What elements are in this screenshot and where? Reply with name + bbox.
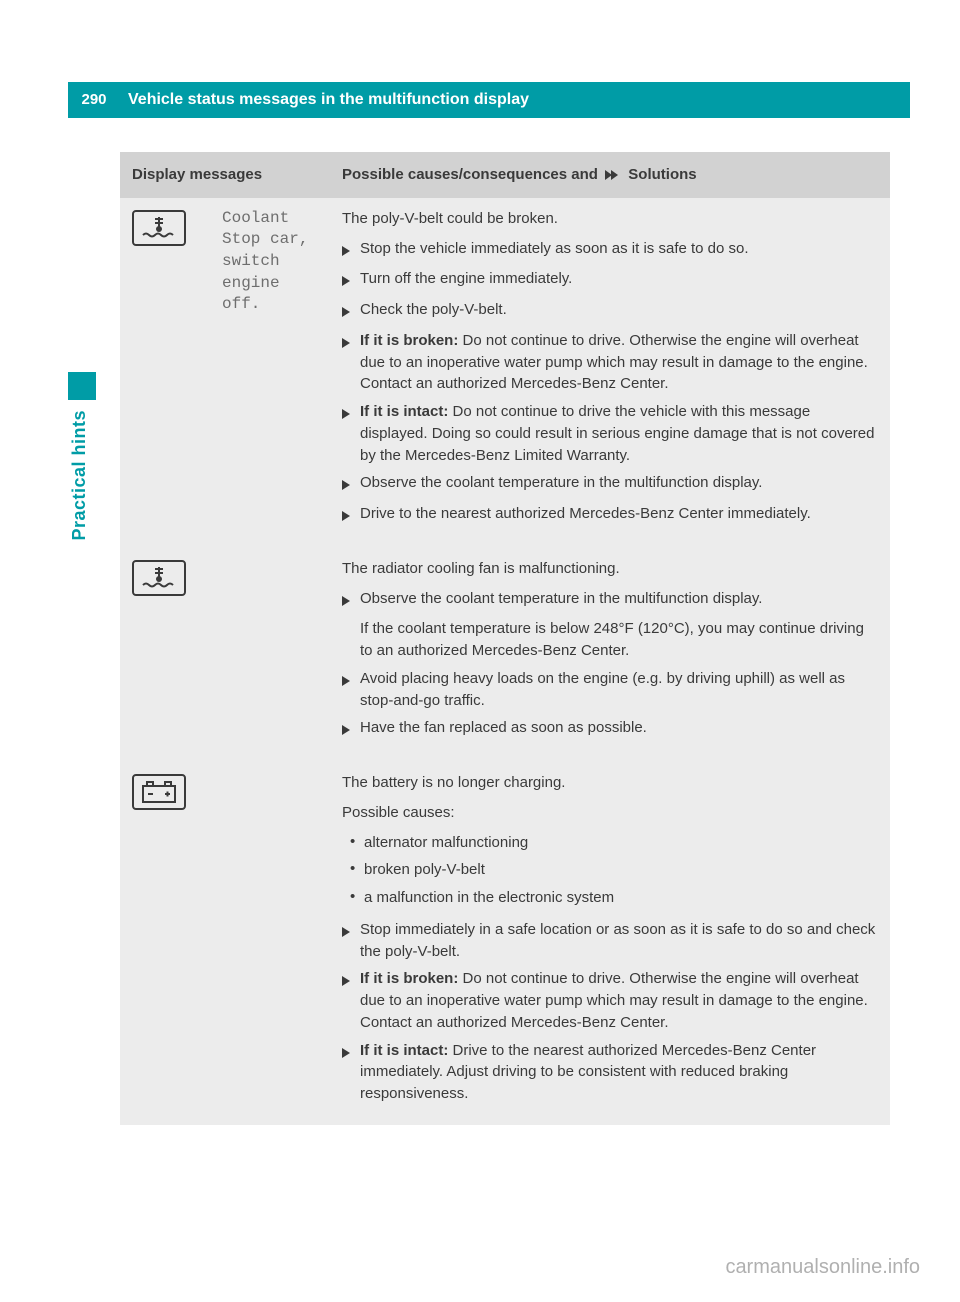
table-row: The battery is no longer charging. Possi… [120,762,890,1125]
step-item: Stop the vehicle immediately as soon as … [342,238,878,263]
header-solutions: Possible causes/consequences and Solutio… [330,152,890,198]
step-item: Check the poly-V-belt. [342,299,878,324]
coolant-temp-icon [132,210,186,246]
footer-watermark: carmanualsonline.info [725,1253,920,1282]
icon-cell [120,548,210,762]
status-messages-table: Display messages Possible causes/consequ… [120,152,890,1125]
step-item: If it is broken: Do not continue to driv… [342,968,878,1033]
intro-text: The battery is no longer charging. [342,772,878,794]
arrow-icon [342,307,350,317]
sub-intro-text: Possible causes: [342,802,878,824]
double-arrow-icon [605,170,621,180]
step-item: If it is intact: Do not continue to driv… [342,401,878,466]
arrow-icon [342,676,350,686]
intro-text: The poly-V-belt could be broken. [342,208,878,230]
message-cell [210,762,330,1125]
arrow-icon [342,338,350,348]
message-cell [210,548,330,762]
bullet-item: •a malfunction in the electronic system [350,887,878,909]
bullet-item: •broken poly-V-belt [350,859,878,881]
header-solutions-prefix: Possible causes/consequences and [342,166,602,183]
arrow-icon [342,246,350,256]
step-item: Observe the coolant temperature in the m… [342,472,878,497]
solution-cell: The radiator cooling fan is malfunctioni… [330,548,890,762]
arrow-icon [342,725,350,735]
step-item: If it is broken: Do not continue to driv… [342,330,878,395]
step-item: Drive to the nearest authorized Mercedes… [342,503,878,528]
solution-cell: The poly-V-belt could be broken. Stop th… [330,198,890,548]
arrow-icon [342,927,350,937]
step-item: If it is intact: Drive to the nearest au… [342,1040,878,1105]
arrow-icon [342,276,350,286]
bullet-item: •alternator malfunctioning [350,832,878,854]
section-label: Practical hints [66,410,92,541]
header-solutions-suffix: Solutions [624,166,697,183]
table-row: The radiator cooling fan is malfunctioni… [120,548,890,762]
page-number: 290 [68,82,120,118]
step-item: Observe the coolant temperature in the m… [342,588,878,613]
battery-icon [132,774,186,810]
arrow-icon [342,596,350,606]
icon-cell [120,198,210,548]
step-plain: If the coolant temperature is below 248°… [360,618,878,662]
header-display-messages: Display messages [120,152,330,198]
step-item: Turn off the engine immediately. [342,268,878,293]
table-row: CoolantStop car,switchengineoff. The pol… [120,198,890,548]
step-item: Stop immediately in a safe location or a… [342,919,878,963]
icon-cell [120,762,210,1125]
page-header: 290 Vehicle status messages in the multi… [68,82,910,118]
section-tab [68,372,96,400]
display-message-text: CoolantStop car,switchengineoff. [222,208,318,316]
arrow-icon [342,511,350,521]
message-cell: CoolantStop car,switchengineoff. [210,198,330,548]
arrow-icon [342,1048,350,1058]
step-item: Have the fan replaced as soon as possibl… [342,717,878,742]
table-header-row: Display messages Possible causes/consequ… [120,152,890,198]
coolant-temp-icon [132,560,186,596]
arrow-icon [342,976,350,986]
page-title: Vehicle status messages in the multifunc… [120,88,529,111]
arrow-icon [342,409,350,419]
arrow-icon [342,480,350,490]
step-item: Avoid placing heavy loads on the engine … [342,668,878,712]
solution-cell: The battery is no longer charging. Possi… [330,762,890,1125]
intro-text: The radiator cooling fan is malfunctioni… [342,558,878,580]
